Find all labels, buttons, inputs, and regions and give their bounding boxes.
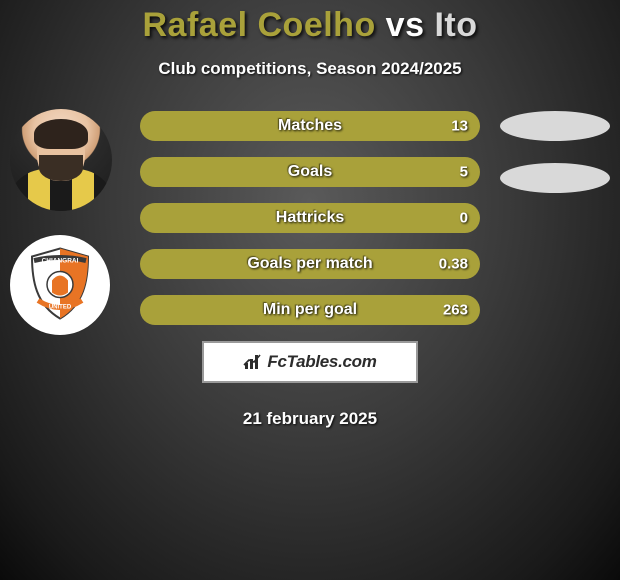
stat-bar-player1 — [140, 203, 480, 233]
stat-bar-player1 — [140, 249, 480, 279]
stat-row: Goals per match0.38 — [140, 249, 480, 279]
stat-row: Matches13 — [140, 111, 480, 141]
svg-text:UNITED: UNITED — [49, 305, 72, 311]
logo-box: FcTables.com — [202, 341, 418, 383]
right-column — [500, 111, 610, 215]
player1-club-badge: CHIANGRAI UNITED — [10, 235, 110, 335]
player2-blank-ellipse — [500, 163, 610, 193]
content: Rafael Coelho vs Ito Club competitions, … — [0, 0, 620, 429]
vs-title: Rafael Coelho vs Ito — [0, 6, 620, 45]
subtitle: Club competitions, Season 2024/2025 — [0, 59, 620, 79]
date-line: 21 february 2025 — [0, 409, 620, 429]
vs-text: vs — [386, 6, 425, 44]
stat-row: Hattricks0 — [140, 203, 480, 233]
stat-bar-track — [140, 295, 480, 325]
shield-icon: CHIANGRAI UNITED — [28, 247, 92, 321]
player2-name: Ito — [434, 6, 477, 44]
stats-area: CHIANGRAI UNITED Matches13 Goals5 Hattrick… — [0, 111, 620, 325]
stat-bar-track — [140, 157, 480, 187]
stat-row: Min per goal263 — [140, 295, 480, 325]
player2-blank-ellipse — [500, 111, 610, 141]
stat-bar-track — [140, 203, 480, 233]
stat-bar-player1 — [140, 157, 480, 187]
stat-bars: Matches13 Goals5 Hattricks0 Goals per match… — [140, 111, 480, 325]
stat-bar-track — [140, 111, 480, 141]
stat-bar-track — [140, 249, 480, 279]
stat-row: Goals5 — [140, 157, 480, 187]
svg-text:CHIANGRAI: CHIANGRAI — [42, 258, 79, 265]
player1-name: Rafael Coelho — [143, 6, 376, 44]
stat-bar-player1 — [140, 111, 480, 141]
player1-avatar — [10, 109, 112, 211]
bar-chart-icon — [243, 353, 263, 371]
left-column: CHIANGRAI UNITED — [10, 111, 112, 335]
stat-bar-player1 — [140, 295, 480, 325]
logo-text: FcTables.com — [267, 352, 376, 372]
